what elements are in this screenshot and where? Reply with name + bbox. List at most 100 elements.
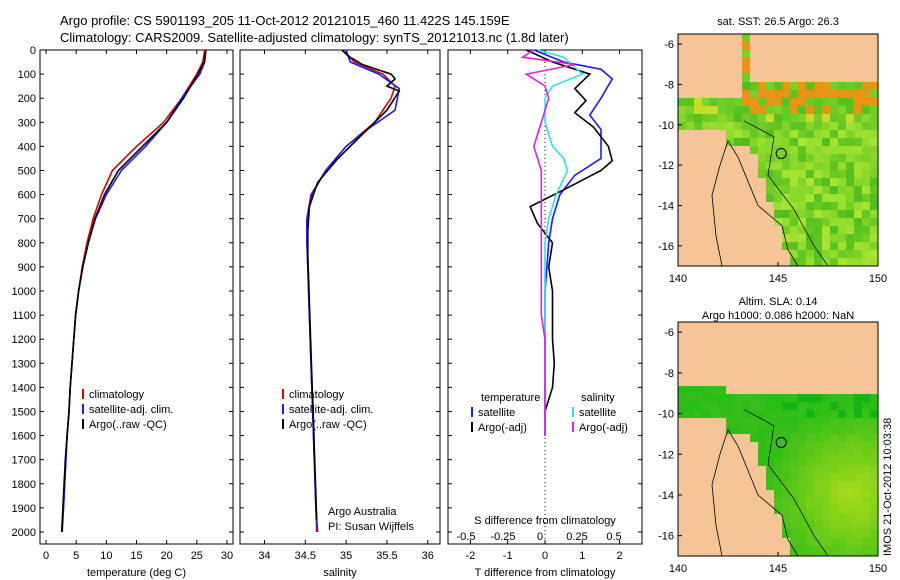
y-tick-label: 900 [18, 262, 36, 274]
x-axis-label: T difference from climatology [475, 567, 616, 579]
annotation-text: PI: Susan Wijffels [328, 521, 414, 533]
y-tick-label: 400 [18, 141, 36, 153]
y-tick-label: 800 [18, 238, 36, 250]
map-title: Argo h1000: 0.086 h2000: NaN [702, 310, 854, 322]
x-axis-label: salinity [323, 567, 357, 579]
map-y-tick-label: -16 [658, 241, 674, 253]
legend-label: satellite-adj. clim. [289, 404, 373, 416]
map-y-tick-label: -12 [658, 160, 674, 172]
map-x-tick-label: 150 [869, 563, 887, 575]
map-image [678, 322, 878, 556]
map-x-tick-label: 150 [869, 273, 887, 285]
map-y-tick-label: -12 [658, 449, 674, 461]
series-line-satellite [306, 49, 401, 533]
axes-frame [239, 49, 441, 545]
series-line-argo_diff [520, 49, 575, 436]
legend-title: temperature [481, 392, 540, 404]
y-tick-label: 300 [18, 117, 36, 129]
argo-location-marker [775, 436, 787, 448]
isobath [743, 120, 829, 266]
x-tick-label: 1 [579, 550, 585, 562]
map-y-tick-label: -8 [664, 79, 674, 91]
argo-location-marker [775, 147, 787, 159]
y-tick-label: 1500 [12, 406, 36, 418]
x-tick-label: 35.5 [376, 550, 397, 562]
y-tick-label: 1700 [12, 455, 36, 467]
x-tick-label: 20 [161, 550, 173, 562]
x-tick-label: 0 [542, 550, 548, 562]
y-tick-label: 100 [18, 69, 36, 81]
y-tick-label: 200 [18, 93, 36, 105]
map-x-tick-label: 145 [769, 273, 787, 285]
series-line-argo [525, 49, 614, 436]
x-tick-label: 34 [258, 550, 270, 562]
x-tick-label: 2 [617, 550, 623, 562]
y-tick-label: 1000 [12, 286, 36, 298]
map-title: sat. SST: 26.5 Argo: 26.3 [717, 16, 839, 28]
legend-label: satellite-adj. clim. [89, 404, 173, 416]
map-y-tick-label: -6 [664, 327, 674, 339]
header-line-1: Argo profile: CS 5901193_205 11-Oct-2012… [60, 13, 510, 28]
x-tick-label: 10 [100, 550, 112, 562]
panel-temperature: 0 5 10 15 20 25 300100200300400500600700800900… [12, 45, 234, 579]
x-top-tick-label: 0 [537, 531, 543, 543]
x-tick-label: 30 [221, 550, 233, 562]
x-top-tick-label: 0.25 [566, 531, 587, 543]
isobath [743, 409, 829, 556]
header-line-2: Climatology: CARS2009. Satellite-adjuste… [60, 30, 569, 45]
map-title: Altim. SLA: 0.14 [739, 296, 818, 308]
axes-frame [39, 49, 234, 545]
x-tick-label: 36 [422, 550, 434, 562]
legend-label: Argo(..raw -QC) [289, 419, 367, 431]
series-line-argo [307, 49, 401, 520]
x-axis-label: temperature (deg C) [87, 567, 186, 579]
x-axis-label-2: S difference from climatology [474, 515, 616, 527]
x-tick-label: -1 [503, 550, 513, 562]
x-tick-label: 5 [73, 550, 79, 562]
y-tick-label: 1300 [12, 358, 36, 370]
panel-difference: -2 -1 0 1 2T difference from climatology S di… [447, 49, 643, 579]
y-tick-label: 1600 [12, 431, 36, 443]
legend-label: satellite [478, 407, 515, 419]
map-sla: -6 -8 -10 -12 -14 -16 140 145 150 Altim. SLA: 0.1… [658, 296, 887, 575]
y-tick-label: 1100 [12, 310, 36, 322]
series-line-climatology [306, 49, 397, 533]
map-sst: -6 -8 -10 -12 -14 -16 140 145 150 sat. SST: 26.5 … [658, 16, 887, 285]
map-y-tick-label: -14 [658, 200, 674, 212]
legend-label: Argo(-adj) [478, 422, 527, 434]
series-line-argo [60, 49, 207, 533]
x-top-tick-label: 0.5 [606, 531, 621, 543]
y-tick-label: 500 [18, 165, 36, 177]
legend-label: satellite [579, 407, 616, 419]
y-tick-label: 2000 [12, 527, 36, 539]
x-top-tick-label: -0.25 [490, 531, 515, 543]
legend-title: salinity [581, 392, 615, 404]
map-x-tick-label: 145 [769, 563, 787, 575]
coastline [711, 428, 799, 556]
x-tick-label: -2 [465, 550, 475, 562]
y-tick-label: 600 [18, 190, 36, 202]
y-tick-label: 1800 [12, 479, 36, 491]
panel-salinity: 34 34.5 35 35.5 36 salinity climatology satelli… [239, 49, 441, 579]
map-y-tick-label: -10 [658, 120, 674, 132]
y-tick-label: 0 [30, 45, 36, 57]
map-y-tick-label: -10 [658, 409, 674, 421]
legend-label: climatology [89, 389, 145, 401]
map-y-tick-label: -14 [658, 490, 674, 502]
map-image [678, 34, 878, 266]
y-tick-label: 1900 [12, 503, 36, 515]
map-x-tick-label: 140 [669, 563, 687, 575]
y-tick-label: 1200 [12, 334, 36, 346]
x-tick-label: 15 [130, 550, 142, 562]
y-tick-label: 700 [18, 214, 36, 226]
x-top-tick-label: -0.5 [457, 531, 476, 543]
x-tick-label: 34.5 [295, 550, 316, 562]
legend-label: climatology [289, 389, 345, 401]
y-tick-label: 1400 [12, 382, 36, 394]
map-y-tick-label: -8 [664, 368, 674, 380]
coastline [711, 139, 799, 266]
series-line-satellite [60, 49, 207, 533]
legend-label: Argo(..raw -QC) [89, 419, 167, 431]
map-x-tick-label: 140 [669, 273, 687, 285]
x-tick-label: 35 [340, 550, 352, 562]
